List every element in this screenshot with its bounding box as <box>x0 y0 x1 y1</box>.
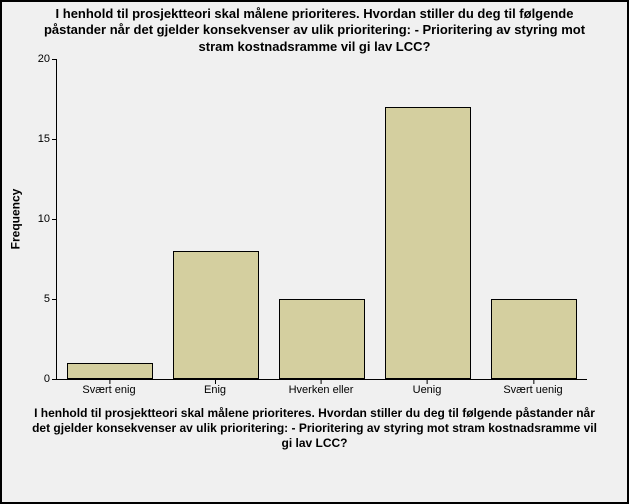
ylabel-wrap: Frequency <box>2 59 28 380</box>
y-tick: 15 <box>38 133 50 145</box>
y-axis-label: Frequency <box>8 189 22 250</box>
chart-frame: I henhold til prosjektteori skal målene … <box>0 0 629 504</box>
bar <box>173 251 260 379</box>
y-tick: 20 <box>38 53 50 65</box>
x-tick: Svært enig <box>82 384 135 396</box>
plot-row: Frequency 05101520 <box>2 59 627 380</box>
x-tick-row: Svært enig Enig Hverken eller Uenig Svært ue… <box>2 380 627 402</box>
bar <box>67 363 154 379</box>
plot-area <box>56 59 587 380</box>
bar <box>491 299 578 379</box>
x-tick: Hverken eller <box>289 384 354 396</box>
x-tick: Svært uenig <box>503 384 562 396</box>
bar <box>385 107 472 379</box>
y-tick: 0 <box>44 373 50 385</box>
bar <box>279 299 366 379</box>
x-tick: Enig <box>204 384 226 396</box>
chart-title: I henhold til prosjektteori skal målene … <box>2 2 627 59</box>
x-tick: Uenig <box>413 384 442 396</box>
y-tick: 5 <box>44 293 50 305</box>
y-tick: 10 <box>38 213 50 225</box>
y-ticks: 05101520 <box>28 59 56 379</box>
x-axis-label: I henhold til prosjektteori skal målene … <box>2 402 627 455</box>
x-ticks: Svært enig Enig Hverken eller Uenig Svært ue… <box>56 380 586 402</box>
